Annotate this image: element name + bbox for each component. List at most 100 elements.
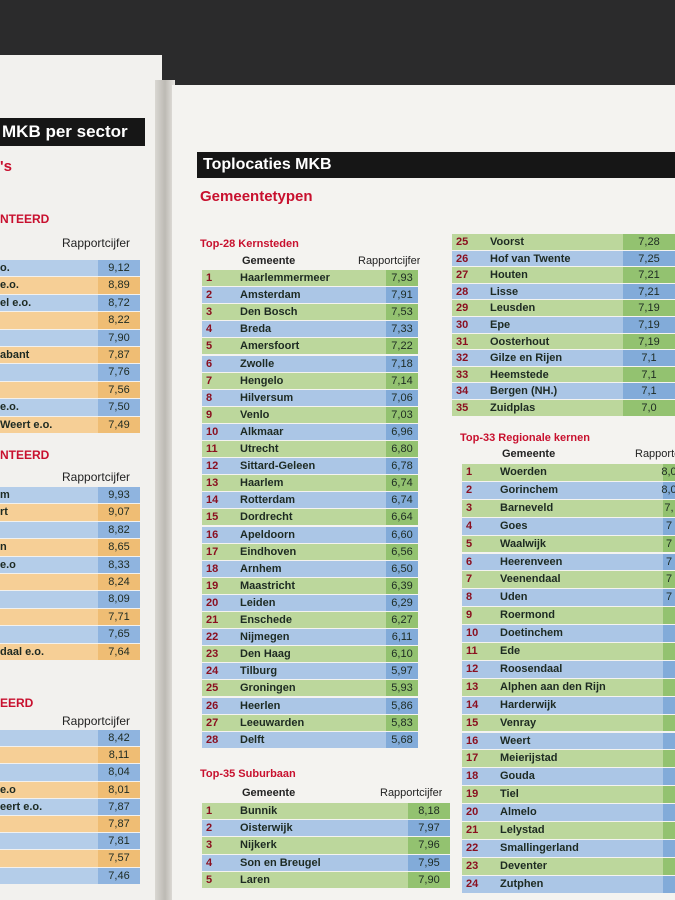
row-name: Leeuwarden <box>240 716 305 729</box>
table-row <box>202 287 418 304</box>
row-rank: 10 <box>466 627 479 640</box>
row-name: Breda <box>240 323 272 336</box>
row-name: Utrecht <box>240 443 279 455</box>
table-row <box>462 571 675 589</box>
row-rank: 5 <box>466 537 473 550</box>
row-value: 7,03 <box>391 408 413 421</box>
row-rank: 15 <box>466 716 479 729</box>
row-name: abant <box>0 349 30 361</box>
row-rank: 18 <box>206 562 219 575</box>
row-name: Voorst <box>490 236 525 248</box>
row-name: n <box>0 541 7 554</box>
row-value: 8,11 <box>98 747 140 764</box>
value-cell <box>386 612 418 629</box>
column-header: Rapportcijfer <box>62 470 131 484</box>
row-value: 6,60 <box>391 528 413 541</box>
row-name: Amersfoort <box>240 340 300 353</box>
row-name: m <box>0 489 10 501</box>
left-subtitle: 's <box>0 158 12 175</box>
row-name: Hilversum <box>240 391 294 404</box>
right-subtitle: Gemeentetypen <box>200 188 313 205</box>
row-name: Heemstede <box>490 368 549 381</box>
row-rank: 22 <box>466 841 479 854</box>
row-rank: 8 <box>466 591 473 604</box>
table-row <box>202 441 418 458</box>
value-cell <box>386 270 418 287</box>
row-value: 6,74 <box>391 477 413 490</box>
table-row <box>452 400 675 416</box>
column-header: Gemeente <box>502 448 556 460</box>
value-cell <box>386 304 418 321</box>
row-rank: 27 <box>206 716 219 729</box>
row-name: Delft <box>240 733 265 746</box>
row-name: Zuidplas <box>490 402 536 414</box>
value-cell <box>386 406 418 423</box>
value-cell <box>663 750 675 768</box>
table-row <box>202 663 418 680</box>
table-row <box>462 625 675 642</box>
row-value: 6,39 <box>391 579 413 592</box>
row-name: Barneveld <box>500 501 554 514</box>
row-rank: 20 <box>206 596 219 609</box>
row-name: Dordrecht <box>240 511 293 524</box>
column-header: Rapportcijfer <box>380 787 443 799</box>
value-cell <box>663 625 675 642</box>
value-cell <box>386 577 418 594</box>
value-cell <box>386 543 418 560</box>
table-row <box>452 383 675 399</box>
table-row <box>462 678 675 696</box>
table-row <box>462 643 675 660</box>
value-cell <box>386 697 418 714</box>
row-name: Den Bosch <box>240 306 298 319</box>
row-value: 6,29 <box>391 596 413 609</box>
row-rank: 19 <box>466 788 479 801</box>
row-name: Hof van Twente <box>490 252 571 265</box>
table-title: Top-33 Regionale kernen <box>460 432 590 444</box>
row-rank: 6 <box>466 555 473 568</box>
value-cell <box>623 333 675 350</box>
table-row <box>462 857 675 875</box>
row-rank: 16 <box>466 734 479 747</box>
row-value: 6,11 <box>391 631 413 644</box>
value-cell <box>663 499 675 517</box>
row-name: Leiden <box>240 596 276 609</box>
row-value: 9,07 <box>98 504 140 521</box>
row-value: 9,93 <box>98 487 140 504</box>
row-name: Waalwijk <box>500 537 547 550</box>
row-name: Rotterdam <box>240 494 296 507</box>
row-rank: 32 <box>456 352 469 365</box>
row-value: 7,93 <box>391 272 413 284</box>
value-cell <box>386 475 418 492</box>
value-cell <box>663 678 675 696</box>
value-cell <box>386 389 418 406</box>
table-row <box>452 366 675 383</box>
row-name: Groningen <box>240 682 296 695</box>
row-rank: 20 <box>466 806 479 819</box>
row-name: Bunnik <box>240 805 278 817</box>
table-row <box>0 833 98 850</box>
table-row <box>462 481 675 499</box>
table-row <box>202 871 450 888</box>
row-value: 7,22 <box>391 340 413 353</box>
value-cell <box>386 355 418 372</box>
row-value: 7,1 <box>641 368 657 381</box>
row-name: e.o. <box>0 279 19 292</box>
row-rank: 1 <box>206 272 213 284</box>
row-name: Gilze en Rijen <box>490 352 563 365</box>
table-row <box>202 338 418 355</box>
value-cell <box>663 875 675 893</box>
table-row <box>462 750 675 768</box>
row-name: Roermond <box>500 609 555 622</box>
row-name: Ede <box>500 645 521 657</box>
table-row <box>202 629 418 646</box>
value-cell <box>623 250 675 267</box>
table-row <box>462 804 675 821</box>
row-rank: 3 <box>206 839 213 852</box>
row-value: 6,27 <box>391 614 413 626</box>
row-name: Veenendaal <box>500 573 561 586</box>
row-value: 8,24 <box>98 574 140 591</box>
row-rank: 4 <box>206 323 213 336</box>
table-row <box>202 543 418 560</box>
value-cell <box>386 680 418 697</box>
row-value: 7,21 <box>638 269 660 282</box>
